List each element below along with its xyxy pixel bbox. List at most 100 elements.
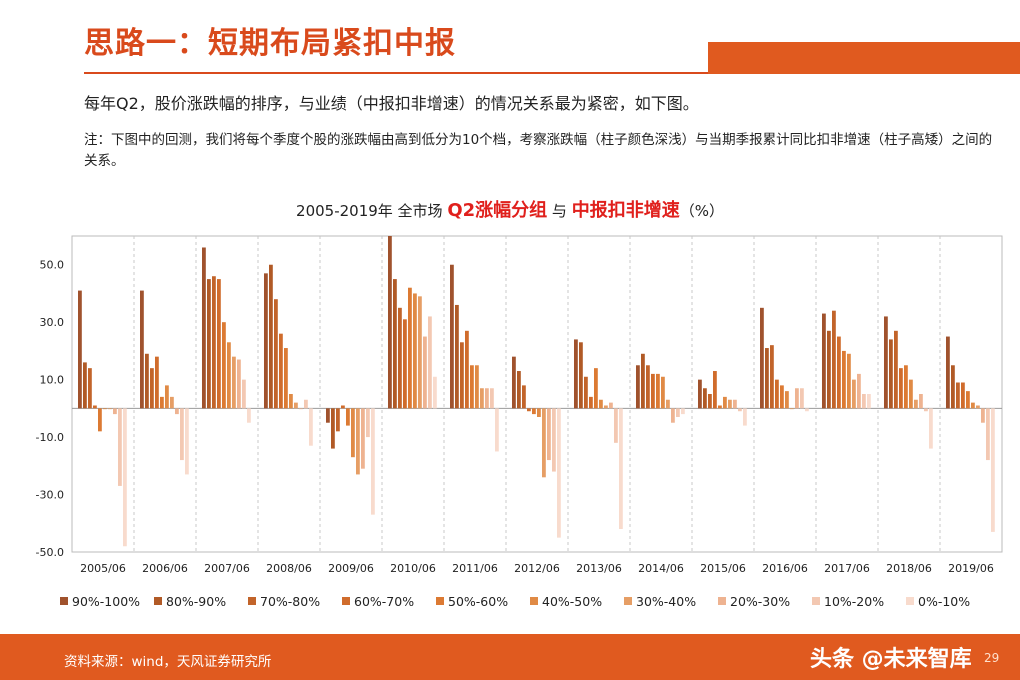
bar <box>450 264 454 409</box>
legend-label: 30%-40% <box>636 594 696 609</box>
bar <box>408 287 412 409</box>
legend-label: 60%-70% <box>354 594 414 609</box>
chart-title-prefix: 2005-2019年 全市场 <box>296 202 448 220</box>
bar <box>584 376 588 409</box>
bar <box>83 362 87 409</box>
bar <box>202 247 206 409</box>
legend-swatch <box>60 597 68 605</box>
bar <box>542 408 546 478</box>
bar <box>790 408 794 410</box>
bar <box>490 388 494 409</box>
legend-label: 40%-50% <box>542 594 602 609</box>
chart-title-mid: 与 <box>547 202 572 220</box>
bar <box>309 408 313 446</box>
x-tick-label: 2016/06 <box>762 562 808 575</box>
bar <box>842 350 846 409</box>
bar <box>217 279 221 409</box>
bar <box>527 408 531 412</box>
bar <box>599 399 603 409</box>
bar <box>785 391 789 409</box>
bar <box>738 408 742 412</box>
legend-swatch <box>436 597 444 605</box>
x-tick-label: 2008/06 <box>266 562 312 575</box>
footer-bar <box>0 634 1020 680</box>
bar <box>279 333 283 409</box>
y-tick-label: 30.0 <box>40 316 65 329</box>
bar <box>269 264 273 409</box>
x-tick-label: 2012/06 <box>514 562 560 575</box>
bar <box>512 356 516 409</box>
bar <box>393 279 397 409</box>
bar <box>289 394 293 409</box>
chart-title: 2005-2019年 全市场 Q2涨幅分组 与 中报扣非增速（%） <box>0 196 1020 222</box>
legend-label: 80%-90% <box>166 594 226 609</box>
bar <box>346 408 350 426</box>
bar <box>93 405 97 409</box>
bar <box>336 408 340 432</box>
x-tick-label: 2013/06 <box>576 562 622 575</box>
bar <box>475 365 479 409</box>
x-tick-label: 2017/06 <box>824 562 870 575</box>
bar <box>971 402 975 409</box>
bar <box>78 290 82 409</box>
legend-label: 10%-20% <box>824 594 884 609</box>
bar <box>522 385 526 409</box>
bar <box>760 307 764 409</box>
bar <box>118 408 122 486</box>
legend-swatch <box>718 597 726 605</box>
bar <box>88 368 92 409</box>
title-accent-bar <box>708 42 1020 74</box>
bar <box>423 336 427 409</box>
legend-label: 20%-30% <box>730 594 790 609</box>
legend-swatch <box>342 597 350 605</box>
legend-label: 90%-100% <box>72 594 140 609</box>
bar <box>227 342 231 409</box>
bar <box>956 382 960 409</box>
bar <box>264 273 268 409</box>
bar <box>961 382 965 409</box>
bar <box>207 279 211 409</box>
x-tick-label: 2005/06 <box>80 562 126 575</box>
bar <box>403 319 407 409</box>
bar <box>579 342 583 409</box>
bar <box>455 304 459 409</box>
bar <box>909 379 913 409</box>
bar <box>589 396 593 409</box>
bar <box>371 408 375 515</box>
bar <box>495 408 499 452</box>
bar <box>822 313 826 409</box>
bar <box>418 296 422 409</box>
bar <box>175 408 179 415</box>
plot-border <box>71 235 1003 553</box>
bar <box>924 408 928 412</box>
bar <box>852 379 856 409</box>
bar <box>847 353 851 409</box>
page-number: 29 <box>984 651 1000 665</box>
x-tick-label: 2009/06 <box>328 562 374 575</box>
bar <box>723 396 727 409</box>
bar <box>976 405 980 409</box>
bar <box>929 408 933 449</box>
bar <box>413 293 417 409</box>
bar <box>108 408 112 410</box>
bar <box>103 408 107 410</box>
bar <box>331 408 335 449</box>
bar <box>460 342 464 409</box>
bar <box>805 408 809 412</box>
bar <box>609 402 613 409</box>
bar <box>713 371 717 409</box>
x-tick-label: 2011/06 <box>452 562 498 575</box>
bar <box>703 388 707 409</box>
bar <box>981 408 985 423</box>
legend-swatch <box>624 597 632 605</box>
x-tick-label: 2019/06 <box>948 562 994 575</box>
bar <box>170 396 174 409</box>
bar <box>485 388 489 409</box>
bar <box>832 310 836 409</box>
note-paragraph: 注：下图中的回测，我们将每个季度个股的涨跌幅由高到低分为10个档，考察涨跌幅（柱… <box>84 132 993 169</box>
bar <box>681 408 685 415</box>
y-tick-label: -30.0 <box>36 489 64 502</box>
y-tick-label: 50.0 <box>40 259 65 272</box>
bar <box>470 365 474 409</box>
bar <box>242 379 246 409</box>
